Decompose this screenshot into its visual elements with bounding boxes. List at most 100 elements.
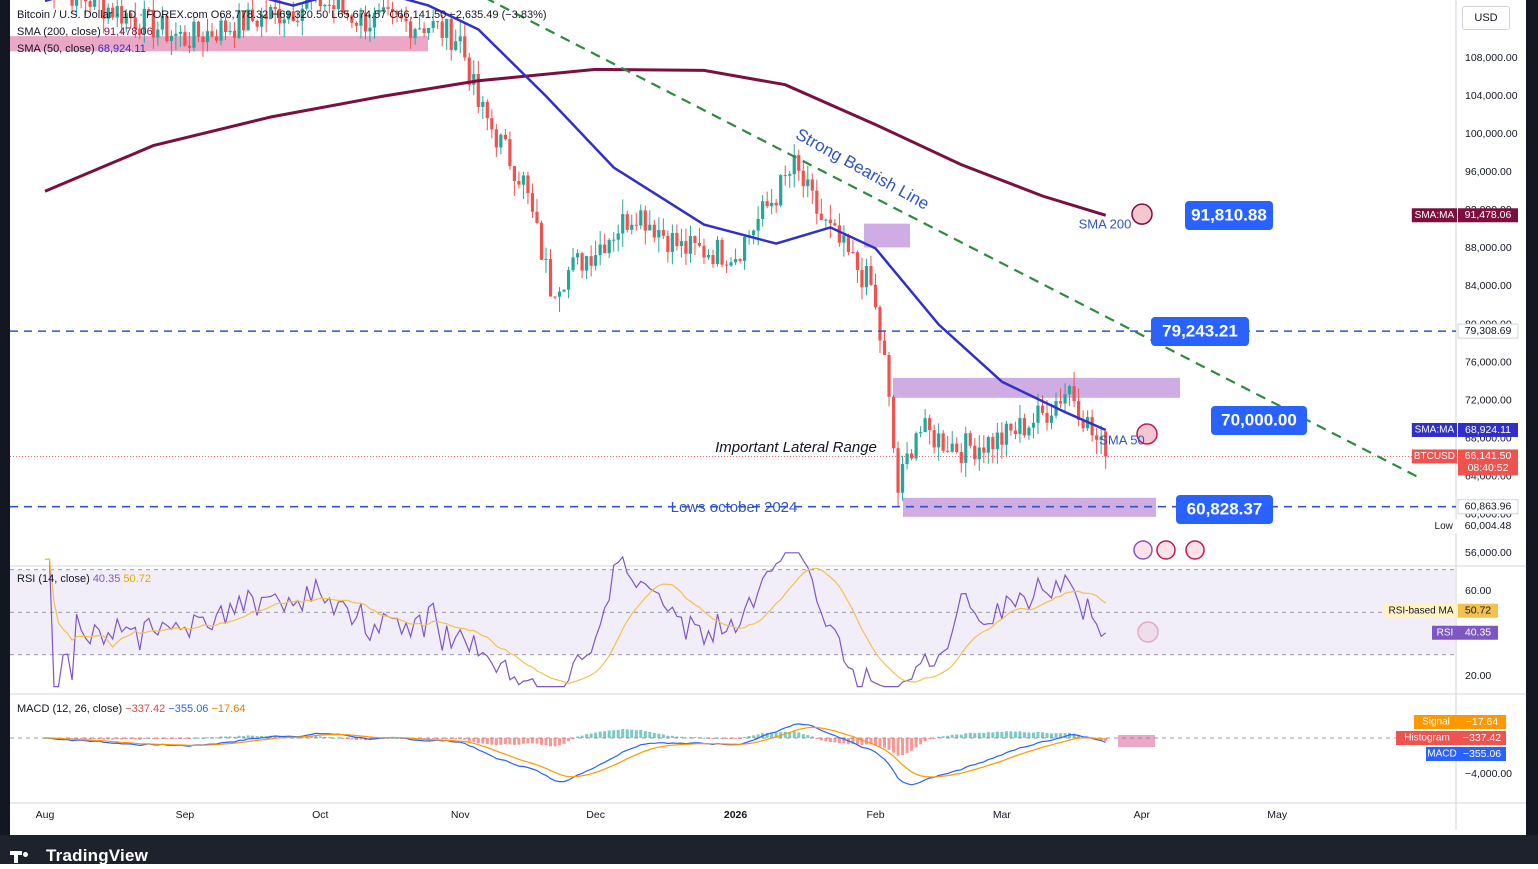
candle-body (535, 211, 539, 223)
macd-histogram-bar (517, 738, 521, 745)
tradingview-logo[interactable]: TradingView (10, 846, 148, 865)
macd-histogram-bar (806, 735, 810, 738)
candle-body (580, 253, 584, 271)
candle-body (887, 354, 891, 397)
macd-histogram-bar (142, 738, 146, 739)
sma200-legend: SMA (200, close) 91,478.06 (17, 26, 153, 38)
candle-body (720, 239, 724, 265)
candle-body (169, 35, 173, 42)
candle-body (512, 166, 517, 182)
candle-body (1000, 432, 1004, 445)
currency-button[interactable]: USD (1462, 6, 1510, 30)
strong-bearish-trendline (487, 0, 1421, 479)
candle-body (932, 430, 936, 448)
price-tick-label: 88,000.00 (1465, 242, 1512, 254)
candle-body (616, 233, 620, 240)
macd-histogram-bar (1022, 732, 1026, 738)
rsi-layer (10, 552, 1456, 688)
macd-histogram-bar (697, 737, 701, 739)
candle-body (120, 6, 124, 24)
candle-body (332, 5, 336, 10)
candle-body (228, 30, 232, 33)
candle-body (481, 101, 485, 107)
macd-histogram-bar (950, 734, 954, 738)
macd-histogram-bar (503, 738, 507, 745)
macd-histogram-bar (675, 736, 679, 738)
candle-body (873, 284, 878, 308)
candle-body (774, 202, 778, 206)
candle-body (454, 41, 458, 50)
macd-histogram-bar (1072, 733, 1076, 738)
time-tick-label: Aug (36, 809, 55, 821)
macd-histogram-bar (539, 738, 543, 745)
macd-histogram-bar (946, 735, 950, 738)
macd-histogram-bar (734, 738, 738, 739)
macd-histogram-bar (160, 738, 164, 739)
low-badge-value-bg (1458, 519, 1518, 534)
candle-body (386, 7, 390, 9)
candle-body (183, 31, 187, 46)
rsi-tick-label: 20.00 (1465, 670, 1491, 682)
candle-body (634, 224, 638, 226)
candle-body (142, 9, 146, 35)
macd-histogram-bar (765, 732, 769, 738)
candle-body (896, 448, 900, 493)
time-tick-label: 2026 (724, 809, 748, 821)
macd-histogram-bar (151, 738, 155, 739)
macd-histogram-bar (1013, 731, 1017, 738)
macd-histogram-bar (481, 738, 485, 744)
candle-body (941, 433, 945, 451)
event-flag-icon-2 (1185, 540, 1205, 560)
time-tick-label: Feb (866, 809, 884, 821)
candle-body (1009, 423, 1013, 431)
candle-body (977, 447, 981, 460)
macd-histogram-bar (892, 738, 896, 753)
candle-body (589, 256, 593, 266)
candle-body (765, 201, 769, 207)
callout-resistance: 79,243.21 (1162, 321, 1238, 340)
candle-body (878, 307, 882, 341)
candle-body (630, 224, 634, 230)
callout-sma200-bg (1185, 201, 1273, 230)
candle-body (210, 31, 214, 37)
candle-body (585, 256, 589, 271)
candle-body (395, 11, 399, 15)
candles-layer (53, 0, 1108, 507)
macd-histogram-bar (648, 731, 652, 738)
macd-histogram-bar (842, 738, 846, 744)
macd-histogram-bar (910, 738, 914, 751)
macd-histogram-bar (115, 738, 119, 740)
candle-body (770, 202, 774, 207)
sma50-marker (1136, 423, 1158, 445)
macd-histogram-bar (634, 730, 638, 738)
candle-body (404, 18, 408, 22)
macd-histogram-bar (792, 731, 796, 738)
candle-body (792, 155, 796, 175)
candle-body (291, 11, 295, 21)
candle-body (612, 239, 616, 241)
macd-histogram-bar (873, 738, 877, 746)
btcusd-badge-countdown: 08:40:52 (1468, 462, 1509, 474)
candle-body (219, 20, 223, 41)
rsi-badge-label: RSI (1437, 627, 1454, 638)
macd-histogram-bar (120, 738, 124, 740)
macd-histogram-bar (454, 738, 458, 740)
macd-histogram-badge-value: −337.42 (1463, 732, 1501, 744)
macd-histogram-bar (716, 737, 720, 739)
candle-body (1067, 386, 1072, 395)
candle-body (810, 179, 814, 191)
time-tick-label: Nov (451, 809, 470, 821)
macd-histogram-bar (923, 738, 927, 742)
macd-histogram-bar (93, 738, 97, 739)
callout-70000-bg (1211, 406, 1307, 435)
candle-body (846, 235, 851, 253)
btcusd-badge-value-bg (1458, 449, 1518, 476)
macd-histogram-bar (1040, 732, 1044, 738)
candle-body (648, 224, 652, 231)
candle-body (693, 236, 697, 243)
candle-body (503, 134, 507, 140)
candle-body (368, 27, 372, 32)
macd-histogram-bar (995, 731, 999, 738)
candle-body (440, 21, 444, 38)
